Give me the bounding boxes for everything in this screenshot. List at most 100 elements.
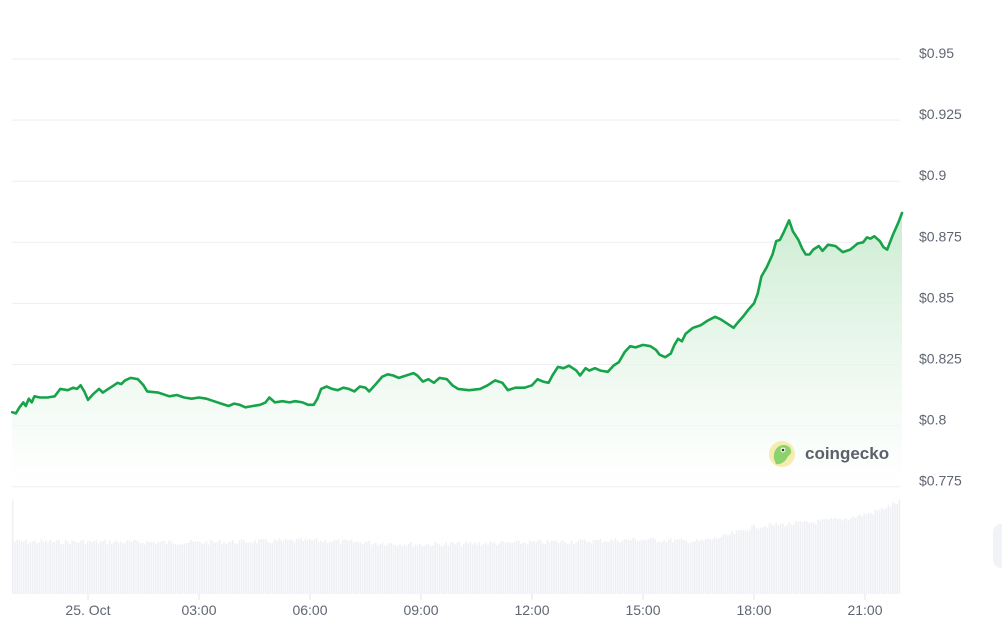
volume-bar xyxy=(350,539,353,594)
volume-bar xyxy=(388,542,390,594)
volume-bar xyxy=(713,537,716,594)
volume-bar xyxy=(872,514,874,594)
volume-bar xyxy=(262,539,265,594)
volume-bar xyxy=(766,527,769,594)
volume-bar xyxy=(408,543,410,594)
volume-bar xyxy=(724,533,727,594)
volume-bar xyxy=(700,539,703,594)
volume-bar xyxy=(122,543,124,594)
coingecko-wordmark: coingecko xyxy=(805,444,889,463)
volume-bar xyxy=(812,522,815,594)
volume-bar xyxy=(507,541,509,594)
volume-bar xyxy=(97,543,100,594)
volume-bar xyxy=(115,540,117,594)
volume-bar xyxy=(720,537,722,594)
volume-bar xyxy=(625,539,628,594)
volume-bar xyxy=(91,542,93,594)
volume-bar xyxy=(60,543,62,594)
volume-bar xyxy=(729,534,731,594)
volume-bar xyxy=(590,543,593,594)
volume-bar xyxy=(786,524,788,594)
volume-bar xyxy=(896,504,898,594)
volume-bar xyxy=(689,542,692,594)
volume-bar xyxy=(265,538,267,594)
volume-bar xyxy=(839,518,841,594)
volume-bar xyxy=(221,544,223,594)
volume-bar xyxy=(878,509,881,594)
volume-bar xyxy=(837,519,839,594)
volume-bar xyxy=(821,519,824,594)
volume-bar xyxy=(553,541,555,594)
volume-bar xyxy=(480,545,483,594)
volume-bar xyxy=(817,519,819,594)
volume-bar xyxy=(661,542,663,594)
volume-bar xyxy=(27,543,29,594)
volume-bar xyxy=(698,541,700,594)
volume-bar xyxy=(271,542,274,594)
volume-bar xyxy=(430,546,432,594)
volume-bar xyxy=(678,539,681,594)
volume-bar xyxy=(315,538,318,594)
volume-bar xyxy=(496,545,498,594)
volume-bar xyxy=(56,540,58,594)
volume-bar xyxy=(592,539,595,594)
volume-bar xyxy=(328,542,331,594)
volume-bar xyxy=(124,542,126,594)
volume-bar xyxy=(49,539,51,594)
volume-bar xyxy=(768,523,771,594)
volume-bar xyxy=(823,519,826,594)
volume-bar xyxy=(784,526,786,594)
volume-bar xyxy=(810,522,813,594)
volume-bar xyxy=(867,513,870,594)
volume-bar xyxy=(141,542,144,594)
volume-bar xyxy=(304,538,307,594)
volume-bar xyxy=(232,540,234,594)
volume-bar xyxy=(62,544,65,594)
x-tick-label: 09:00 xyxy=(403,602,438,618)
volume-bar xyxy=(335,540,337,594)
volume-bar xyxy=(78,542,80,594)
volume-bar xyxy=(372,543,375,594)
volume-bar xyxy=(452,542,454,594)
volume-bar xyxy=(694,541,696,594)
volume-bar xyxy=(196,541,199,594)
coingecko-logo-icon xyxy=(769,441,795,467)
volume-bar xyxy=(491,542,494,594)
price-line[interactable] xyxy=(10,211,904,415)
volume-bar xyxy=(760,527,762,594)
volume-bar xyxy=(782,523,784,594)
volume-bar xyxy=(75,542,78,594)
volume-bar xyxy=(326,543,329,594)
volume-bar xyxy=(537,540,540,594)
volume-bar xyxy=(317,542,320,594)
volume-bar xyxy=(834,517,837,594)
volume-bar xyxy=(471,544,474,594)
volume-bar xyxy=(322,542,324,594)
volume-bar xyxy=(34,540,36,594)
volume-bar xyxy=(425,544,428,594)
volume-bar xyxy=(399,543,401,594)
volume-bar xyxy=(287,540,289,594)
volume-bar xyxy=(443,544,445,594)
volume-bar xyxy=(370,544,373,594)
volume-bar xyxy=(410,541,412,594)
volume-bar xyxy=(764,526,766,594)
volume-bar xyxy=(441,546,443,594)
volume-bar xyxy=(170,541,172,594)
volume-bar xyxy=(137,541,139,594)
y-tick-label: $0.8 xyxy=(919,412,946,428)
volume-bar xyxy=(240,539,243,594)
volume-bar xyxy=(691,541,694,594)
volume-bar xyxy=(568,543,571,594)
volume-bar xyxy=(612,540,615,594)
volume-bar xyxy=(436,543,439,594)
side-panel-handle[interactable] xyxy=(993,524,1002,568)
volume-bar xyxy=(727,535,729,594)
volume-bar xyxy=(86,541,89,594)
volume-bar xyxy=(368,540,370,594)
volume-bar xyxy=(31,541,34,594)
volume-bar xyxy=(258,539,260,594)
volume-bar xyxy=(680,538,683,594)
volume-bar xyxy=(454,544,456,594)
